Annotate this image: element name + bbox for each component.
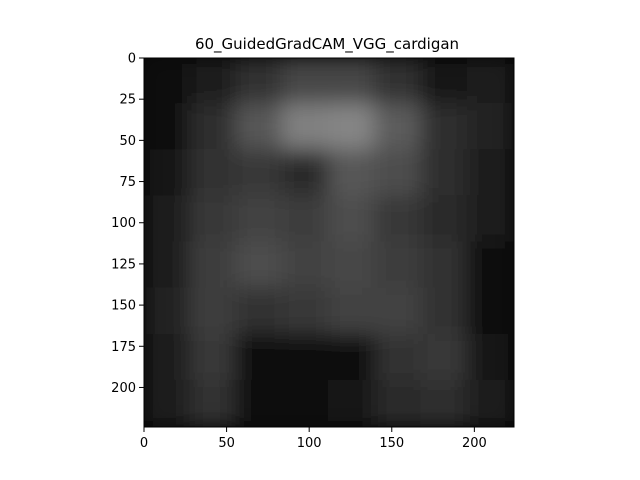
heatmap-cell: [144, 333, 192, 382]
y-tick-label: 175: [111, 340, 136, 355]
heatmap-cell: [466, 103, 514, 152]
heatmap-cell: [235, 195, 284, 244]
heatmap-cell: [420, 241, 469, 290]
heatmap-cell: [328, 195, 377, 244]
x-tick-label: 100: [297, 436, 322, 451]
heatmap-cell: [144, 149, 192, 198]
y-tick-label: 75: [119, 175, 136, 190]
heatmap-cell: [466, 58, 514, 106]
heatmap-cell: [328, 379, 377, 427]
y-tick-label: 150: [111, 299, 136, 314]
heatmap-cell: [328, 103, 377, 152]
heatmap-cell: [189, 149, 238, 198]
y-tick-label: 200: [111, 381, 136, 396]
heatmap-cell: [374, 379, 423, 427]
y-tick-label: 25: [119, 93, 136, 108]
heatmap-cell: [144, 287, 192, 336]
heatmap-cell: [144, 241, 192, 290]
x-tick-label: 150: [379, 436, 404, 451]
heatmap-cell: [374, 149, 423, 198]
y-axis: 0 25 50 75 100 125 150 175 200: [111, 52, 144, 396]
heatmap-cell: [189, 58, 238, 106]
heatmap-cell: [144, 58, 192, 106]
y-tick-label: 50: [119, 134, 136, 149]
heatmap-cell: [328, 149, 377, 198]
heatmap-cell: [281, 103, 330, 152]
heatmap-cell: [189, 287, 238, 336]
heatmap-cell: [281, 241, 330, 290]
heatmap-cell: [374, 287, 423, 336]
heatmap-cell: [420, 379, 469, 427]
heatmap-cell: [374, 195, 423, 244]
heatmap-cell: [189, 195, 238, 244]
x-tick-label: 50: [218, 436, 235, 451]
heatmap-cell: [466, 333, 514, 382]
heatmap-cell: [374, 58, 423, 106]
plot-frame: [143, 57, 515, 428]
heatmap-cell: [466, 149, 514, 198]
heatmap-cell: [235, 103, 284, 152]
heatmap-cell: [235, 58, 284, 106]
y-tick-label: 125: [111, 257, 136, 272]
heatmap-cell: [144, 195, 192, 244]
heatmap-cell: [420, 149, 469, 198]
heatmap-cell: [189, 241, 238, 290]
heatmap-cell: [374, 241, 423, 290]
heatmap-cell: [235, 333, 284, 382]
heatmap-cell: [420, 287, 469, 336]
heatmap-cell: [420, 58, 469, 106]
heatmap-cell: [281, 58, 330, 106]
heatmap-cell: [374, 333, 423, 382]
heatmap-cell: [466, 241, 514, 290]
heatmap-cell: [328, 58, 377, 106]
heatmap-cell: [466, 379, 514, 427]
heatmap-cell: [235, 149, 284, 198]
heatmap-cell: [420, 195, 469, 244]
heatmap-cell: [420, 333, 469, 382]
heatmap-cell: [235, 241, 284, 290]
heatmap-cell: [281, 333, 330, 382]
heatmap-cell: [281, 287, 330, 336]
heatmap-cell: [374, 103, 423, 152]
chart-title: 60_GuidedGradCAM_VGG_cardigan: [195, 35, 459, 54]
x-axis: 0 50 100 150 200: [140, 427, 487, 451]
y-tick-label: 0: [128, 52, 136, 67]
heatmap-cell: [328, 333, 377, 382]
heatmap-cell: [466, 195, 514, 244]
heatmap-cell: [189, 379, 238, 427]
heatmap-cell: [328, 241, 377, 290]
heatmap-cell: [189, 333, 238, 382]
heatmap-cell: [235, 379, 284, 427]
heatmap-cell: [466, 287, 514, 336]
y-tick-label: 100: [111, 216, 136, 231]
heatmap-cell: [144, 379, 192, 427]
heatmap-cell: [420, 103, 469, 152]
heatmap-cell: [189, 103, 238, 152]
heatmap-cell: [328, 287, 377, 336]
heatmap-cell: [235, 287, 284, 336]
x-tick-label: 200: [462, 436, 487, 451]
heatmap-cell: [281, 379, 330, 427]
heatmap-cell: [281, 149, 330, 198]
heatmap-cell: [144, 103, 192, 152]
heatmap-image: [144, 58, 514, 427]
x-tick-label: 0: [140, 436, 148, 451]
heatmap-cell: [281, 195, 330, 244]
